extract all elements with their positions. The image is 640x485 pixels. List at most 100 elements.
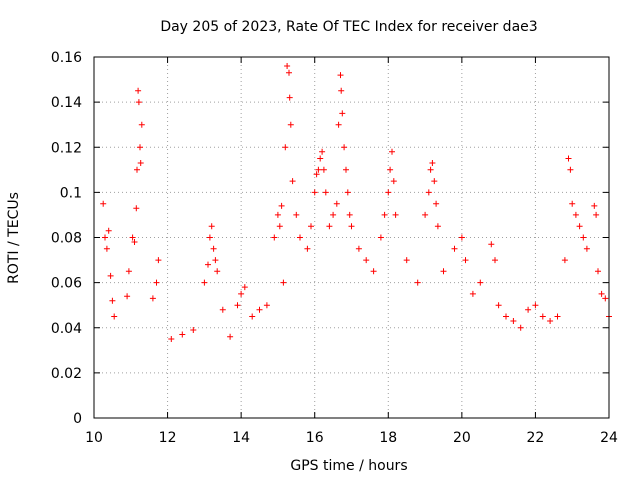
data-point [138,121,145,128]
data-point [249,313,256,320]
data-point [168,336,175,342]
data-point [304,245,311,252]
data-point [595,268,601,275]
data-point [517,324,524,331]
data-point [429,160,436,166]
data-point [440,268,447,275]
data-point [385,189,392,196]
data-point [135,99,142,106]
data-point [129,234,136,241]
data-point [583,245,590,252]
data-point [431,178,438,185]
data-point [348,223,355,230]
y-tick-label: 0.16 [51,50,82,66]
data-point [322,189,329,196]
data-point [381,211,388,218]
data-point [469,290,476,297]
data-point [208,223,215,230]
y-tick-label: 0 [73,411,82,427]
data-point [284,63,291,69]
x-tick-label: 16 [306,430,324,446]
data-point [276,223,283,230]
data-point [330,211,337,218]
data-point [427,166,434,173]
data-point [434,223,441,230]
data-point [137,160,144,166]
data-point [532,302,539,309]
data-point [256,306,263,313]
data-point [109,297,116,304]
data-point [282,144,289,151]
data-point [458,234,465,241]
data-point [333,200,340,207]
data-point [565,155,572,162]
data-point [133,205,140,212]
data-point [190,327,197,333]
data-point [593,211,600,218]
x-tick-label: 20 [453,430,471,446]
data-point [602,295,609,302]
data-point [339,110,346,117]
data-point [547,318,554,324]
data-point [155,257,162,264]
data-point [576,223,583,230]
data-point [377,234,384,241]
data-point [335,121,342,128]
y-tick-label: 0.02 [51,366,82,382]
data-point [131,239,138,245]
data-point [462,257,469,264]
tick-labels: 10 12 14 16 18 20 22 24 0 0.02 0.04 0.06 0.08 0.1 0.12… [51,50,618,446]
data-point [477,279,484,286]
data-point [206,234,213,241]
data-point [355,245,362,252]
data-point [308,223,314,230]
data-point [387,166,394,173]
data-point [554,313,561,320]
data-point [271,234,278,241]
data-point [280,279,287,286]
x-axis-label: GPS time / hours [290,458,407,474]
data-point [580,234,587,241]
data-point [205,261,211,268]
data-point [311,189,318,196]
data-point [289,178,296,185]
data-point [293,211,300,218]
x-tick-label: 10 [85,430,103,446]
data-point [103,245,110,252]
data-point [317,155,324,162]
data-point [241,284,248,291]
data-point [525,306,532,313]
data-point [390,178,397,185]
data-point [569,200,576,207]
scatter-points [100,63,612,342]
data-point [344,189,351,196]
data-point [319,148,326,155]
data-point [389,148,395,155]
data-point [286,94,293,101]
y-tick-label: 0.06 [51,276,82,292]
data-point [561,257,568,264]
data-point [425,189,432,196]
data-point [598,290,605,297]
x-tick-label: 18 [379,430,397,446]
data-point [315,166,322,173]
y-tick-label: 0.12 [51,140,82,156]
data-point [313,171,320,178]
x-tick-label: 12 [159,430,177,446]
x-tick-label: 14 [232,430,250,446]
data-point [510,318,517,324]
y-tick-label: 0.14 [51,95,82,111]
y-tick-label: 0.1 [60,185,82,201]
data-point [278,202,285,209]
axis-ticks [93,56,610,419]
data-point [100,200,107,207]
data-point [392,211,399,218]
data-point [433,200,440,207]
data-point [488,241,495,248]
data-point [451,245,458,252]
data-point [422,211,429,218]
data-point [111,313,118,320]
